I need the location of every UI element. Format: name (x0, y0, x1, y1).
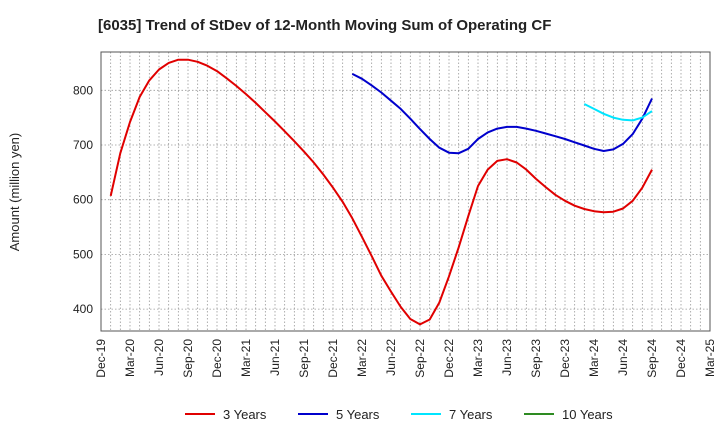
y-tick-label: 500 (73, 247, 93, 261)
x-tick-label: Mar-23 (471, 339, 485, 377)
grid (101, 52, 710, 331)
x-tick-label: Dec-24 (674, 339, 688, 378)
x-tick-label: Mar-25 (703, 339, 717, 377)
x-tick-labels: Dec-19 Mar-20 Jun-20 Sep-20 Dec-20 Mar-21 Jun-… (94, 339, 717, 378)
y-tick-label: 800 (73, 83, 93, 97)
series-line (351, 73, 653, 155)
chart-title: [6035] Trend of StDev of 12-Month Moving… (98, 17, 551, 34)
series-line (583, 103, 653, 122)
y-tick-label: 600 (73, 193, 93, 207)
plot-frame (100, 51, 711, 332)
x-tick-label: Dec-20 (210, 339, 224, 378)
legend-label: 5 Years (336, 407, 380, 422)
x-tick-label: Sep-22 (413, 339, 427, 378)
legend-label: 3 Years (223, 407, 267, 422)
x-tick-label: Sep-24 (645, 339, 659, 378)
x-tick-label: Mar-22 (355, 339, 369, 377)
y-tick-labels: 400 500 600 700 800 (73, 83, 93, 316)
y-tick-label: 400 (73, 302, 93, 316)
x-tick-label: Jun-21 (268, 339, 282, 376)
x-tick-label: Jun-23 (500, 339, 514, 376)
y-axis-label: Amount (million yen) (7, 133, 22, 252)
legend: 3 Years 5 Years 7 Years 10 Years (185, 407, 613, 422)
x-tick-label: Sep-20 (181, 339, 195, 378)
x-tick-label: Mar-20 (123, 339, 137, 377)
series-group (109, 58, 653, 326)
series-line (109, 58, 653, 326)
x-tick-label: Mar-21 (239, 339, 253, 377)
legend-label: 10 Years (562, 407, 613, 422)
legend-label: 7 Years (449, 407, 493, 422)
x-tick-label: Sep-21 (297, 339, 311, 378)
x-tick-label: Dec-21 (326, 339, 340, 378)
x-tick-label: Jun-22 (384, 339, 398, 376)
x-tick-label: Mar-24 (587, 339, 601, 377)
y-tick-label: 700 (73, 138, 93, 152)
x-tick-label: Jun-20 (152, 339, 166, 376)
x-tick-label: Dec-19 (94, 339, 108, 378)
x-tick-label: Sep-23 (529, 339, 543, 378)
x-tick-label: Dec-22 (442, 339, 456, 378)
x-tick-label: Dec-23 (558, 339, 572, 378)
x-tick-label: Jun-24 (616, 339, 630, 376)
